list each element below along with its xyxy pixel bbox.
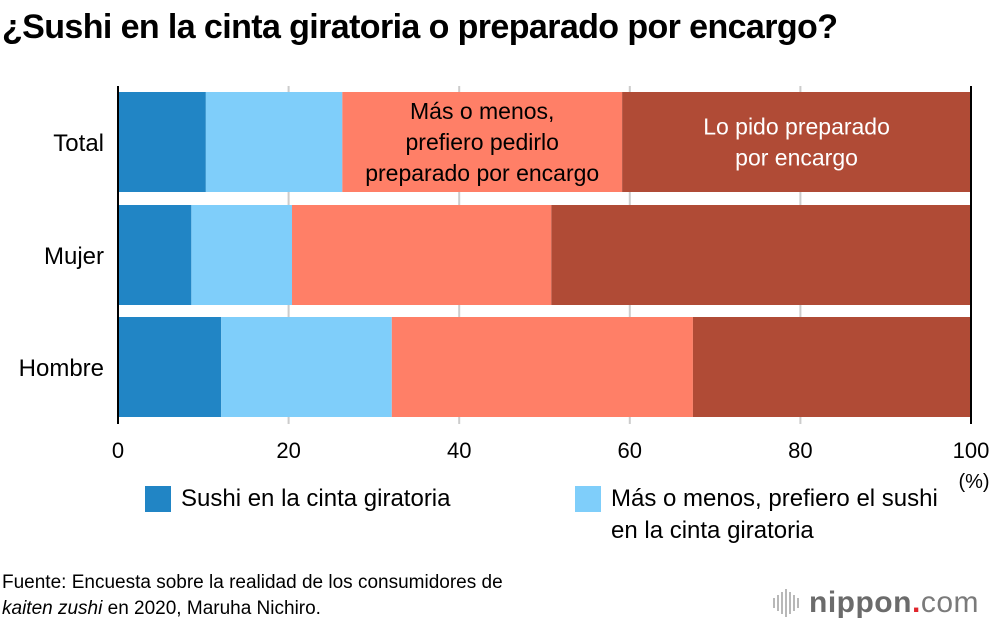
x-tick-label: 100: [953, 438, 990, 463]
legend-swatch-dark-blue: [145, 486, 171, 512]
source-italic: kaiten zushi: [2, 598, 103, 619]
x-tick-label: 40: [447, 438, 471, 463]
bar-segment-total-2: [342, 92, 623, 192]
bar-segment-hombre-0: [118, 317, 222, 417]
bar-segment-mujer-1: [191, 205, 293, 305]
bar-segment-total-0: [118, 92, 206, 192]
x-tick-label: 60: [618, 438, 642, 463]
bar-segment-mujer-0: [118, 205, 192, 305]
annotation-line: por encargo: [735, 145, 858, 171]
x-tick-label: 80: [788, 438, 812, 463]
x-axis-unit-label: (%): [958, 471, 989, 493]
bar-segment-mujer-2: [292, 205, 552, 305]
soundwave-bars-icon: [773, 589, 801, 617]
legend-label: Sushi en la cinta giratoria: [181, 485, 451, 512]
bar-segment-hombre-1: [221, 317, 392, 417]
category-label: Hombre: [19, 355, 104, 382]
nippon-logo: nippon.com: [773, 586, 979, 620]
bar-annotation: Más o menos, prefiero pedirlo preparado po…: [365, 98, 599, 186]
annotation-line: prefiero pedirlo: [406, 129, 559, 155]
logo-text: nippon.com: [809, 586, 979, 619]
source-line-2: kaiten zushi en 2020, Maruha Nichiro.: [2, 596, 503, 622]
legend-label: Más o menos, prefiero el sushi en la cin…: [611, 485, 938, 544]
category-label: Total: [53, 130, 104, 157]
annotation-line: Más o menos,: [410, 98, 554, 124]
x-tick-label: 20: [276, 438, 300, 463]
bar-segment-total-1: [205, 92, 343, 192]
bar-segment-hombre-2: [391, 317, 693, 417]
bars: [118, 92, 971, 417]
bar-annotation: Lo pido preparado por encargo: [703, 114, 890, 171]
annotation-line: preparado por encargo: [365, 160, 599, 186]
axes: [117, 86, 972, 424]
source-note: Fuente: Encuesta sobre la realidad de lo…: [2, 570, 503, 622]
legend-item-mas-o-menos-cinta: Más o menos, prefiero el sushi en la cin…: [575, 483, 951, 547]
labels: Total Mujer Hombre 0 20 40 60 80 100 (%) Más o men…: [19, 98, 990, 493]
annotation-line: Lo pido preparado: [703, 114, 890, 140]
bar-segment-hombre-3: [692, 317, 971, 417]
x-tick-label: 0: [112, 438, 124, 463]
source-rest: en 2020, Maruha Nichiro.: [102, 598, 321, 619]
legend-swatch-light-blue: [575, 486, 601, 512]
legend-item-cinta: Sushi en la cinta giratoria: [145, 483, 450, 515]
source-line-1: Fuente: Encuesta sobre la realidad de lo…: [2, 572, 503, 593]
category-label: Mujer: [44, 243, 104, 270]
bar-segment-mujer-3: [551, 205, 971, 305]
chart-title: ¿Sushi en la cinta giratoria o preparado…: [2, 8, 838, 46]
bar-segment-total-3: [622, 92, 971, 192]
stacked-bar-chart: Total Mujer Hombre 0 20 40 60 80 100 (%) Más o men…: [19, 86, 990, 493]
